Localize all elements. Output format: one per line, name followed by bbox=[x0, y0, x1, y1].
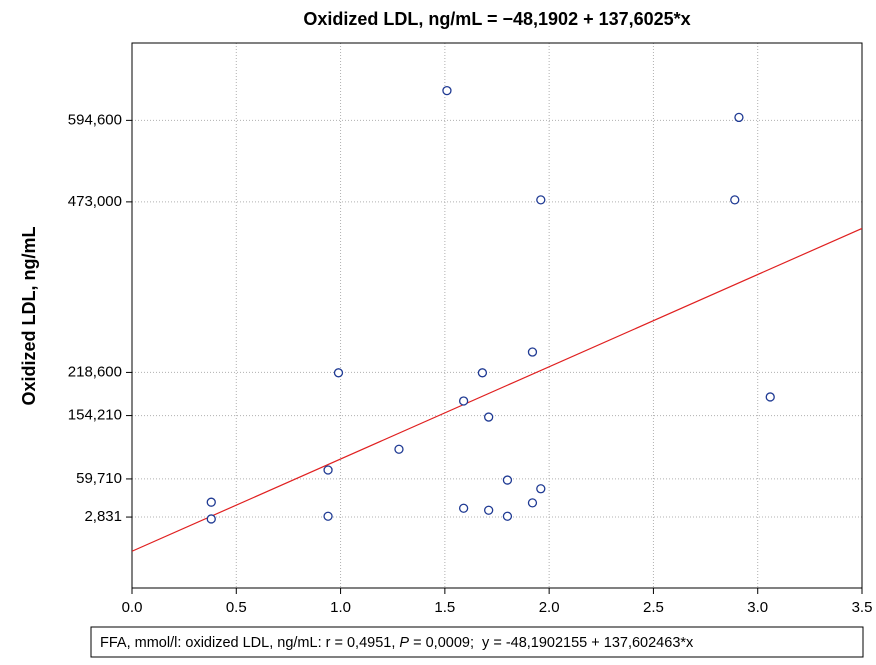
data-point bbox=[333, 368, 344, 378]
y-tick-label: 218,600 bbox=[68, 363, 122, 380]
data-point bbox=[765, 392, 775, 402]
footnote-italic: P bbox=[399, 635, 409, 651]
data-point bbox=[458, 396, 469, 406]
y-tick-label: 154,210 bbox=[68, 407, 122, 424]
data-point bbox=[536, 484, 546, 494]
y-tick-label: 2,831 bbox=[84, 508, 122, 525]
x-tick-label: 3.0 bbox=[747, 599, 768, 616]
data-point bbox=[536, 195, 546, 205]
y-tick-label: 594,600 bbox=[68, 111, 122, 128]
data-point bbox=[502, 511, 513, 521]
regression-line bbox=[132, 227, 862, 552]
footnote-box bbox=[90, 626, 864, 658]
data-point bbox=[206, 514, 216, 524]
y-axis-label: Oxidized LDL, ng/mL bbox=[19, 226, 39, 405]
footnote-text: = 0,0009; y = -48,1902155 + 137,602463*x bbox=[409, 635, 694, 651]
y-tick-label: 59,710 bbox=[76, 470, 122, 487]
data-point bbox=[484, 412, 494, 422]
data-point bbox=[394, 444, 404, 454]
footnote: FFA, mmol/l: oxidized LDL, ng/mL: r = 0,… bbox=[100, 635, 694, 651]
data-point bbox=[458, 503, 469, 513]
data-point bbox=[442, 85, 452, 96]
x-tick-label: 1.5 bbox=[434, 599, 455, 616]
x-tick-label: 2.5 bbox=[643, 599, 664, 616]
y-tick-label: 473,000 bbox=[68, 193, 122, 210]
x-tick-label: 2.0 bbox=[539, 599, 560, 616]
x-tick-label: 0.5 bbox=[226, 599, 247, 616]
x-tick-label: 1.0 bbox=[330, 599, 351, 616]
data-point bbox=[477, 368, 488, 378]
data-point bbox=[323, 511, 333, 521]
data-point bbox=[730, 195, 740, 205]
data-point bbox=[527, 498, 538, 508]
data-point bbox=[484, 505, 494, 515]
x-tick-label: 0.0 bbox=[122, 599, 143, 616]
chart-title: Oxidized LDL, ng/mL = −48,1902 + 137,602… bbox=[303, 9, 690, 29]
x-tick-label: 3.5 bbox=[852, 599, 873, 616]
data-point bbox=[502, 475, 513, 485]
data-point bbox=[527, 347, 538, 357]
plot-frame bbox=[131, 42, 863, 589]
data-point bbox=[206, 497, 216, 507]
data-point bbox=[323, 465, 333, 475]
footnote-text: FFA, mmol/l: oxidized LDL, ng/mL: r = 0,… bbox=[100, 635, 399, 651]
data-point bbox=[734, 112, 744, 123]
